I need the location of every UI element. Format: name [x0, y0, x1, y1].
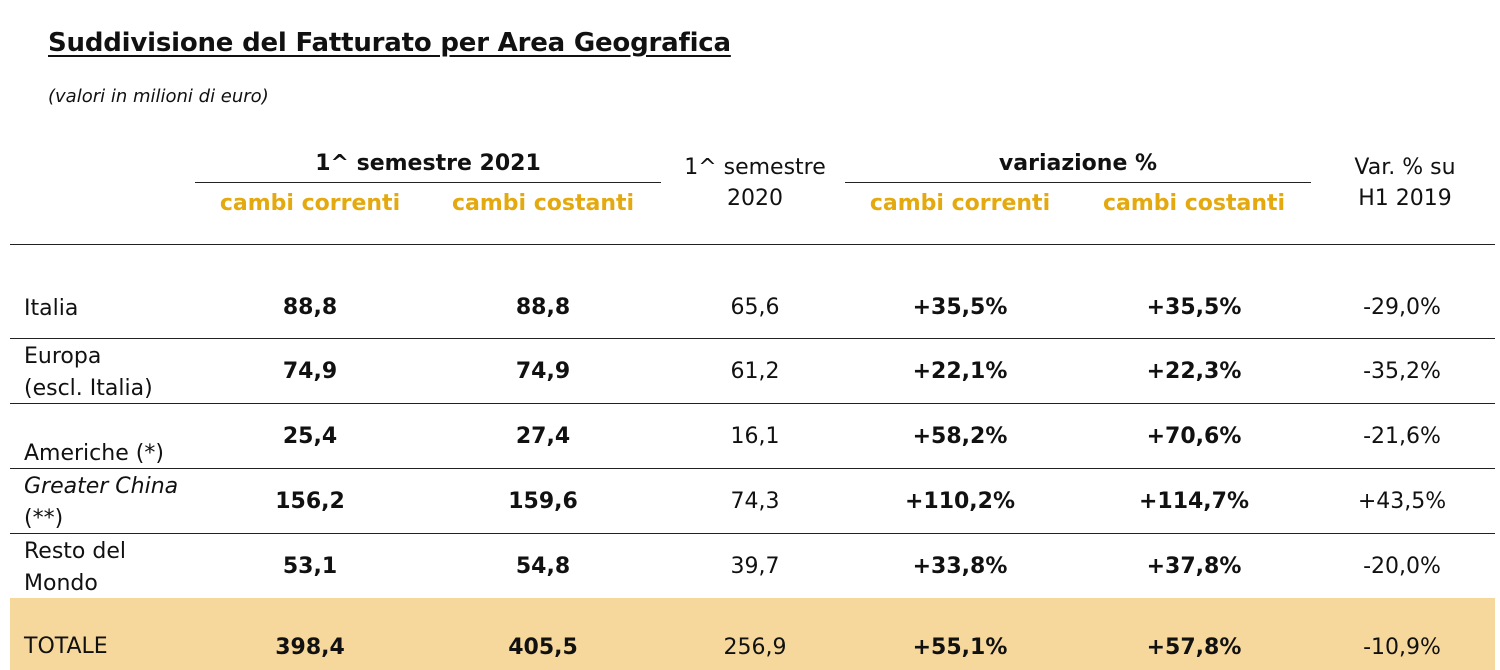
cell-resto-2020: 39,7 [730, 554, 780, 579]
cell-resto-correnti: 53,1 [282, 554, 338, 579]
cell-italia-correnti: 88,8 [282, 295, 338, 320]
cell-resto-h19: -20,0% [1363, 554, 1441, 579]
header-cambi-costanti: cambi costanti [451, 191, 635, 216]
cell-resto-var-costanti: +37,8% [1146, 554, 1242, 579]
cell-totale-var-costanti: +57,8% [1146, 635, 1242, 660]
row-label-italia: Italia [24, 296, 79, 321]
cell-totale-2020: 256,9 [723, 635, 787, 660]
header-bottom-rule [10, 244, 1495, 245]
cell-china-2020: 74,3 [730, 489, 780, 514]
header-2020-line1: 1^ semestre [684, 155, 826, 180]
cell-china-costanti: 159,6 [508, 489, 578, 514]
row-label-greater-china-note: (**) [24, 506, 64, 531]
header-group-2021: 1^ semestre 2021 [315, 151, 541, 176]
cell-china-var-correnti: +110,2% [904, 489, 1016, 514]
row-label-europa: Europa [24, 344, 102, 369]
cell-resto-var-correnti: +33,8% [912, 554, 1008, 579]
cell-totale-h19: -10,9% [1363, 635, 1441, 660]
cell-italia-var-costanti: +35,5% [1146, 295, 1242, 320]
cell-americhe-correnti: 25,4 [282, 424, 338, 449]
header-var-correnti: cambi correnti [869, 191, 1051, 216]
row-separator [10, 533, 1495, 534]
row-separator [10, 403, 1495, 404]
header-cambi-correnti: cambi correnti [219, 191, 401, 216]
cell-europa-var-costanti: +22,3% [1146, 359, 1242, 384]
row-label-resto-sub: Mondo [24, 571, 98, 596]
cell-europa-costanti: 74,9 [515, 359, 571, 384]
cell-europa-2020: 61,2 [730, 359, 780, 384]
cell-americhe-2020: 16,1 [730, 424, 780, 449]
cell-resto-costanti: 54,8 [515, 554, 571, 579]
row-label-europa-sub: (escl. Italia) [24, 376, 153, 401]
cell-americhe-h19: -21,6% [1363, 424, 1441, 449]
row-separator [10, 468, 1495, 469]
row-separator [10, 338, 1495, 339]
page-title: Suddivisione del Fatturato per Area Geog… [48, 28, 731, 58]
cell-italia-h19: -29,0% [1363, 295, 1441, 320]
row-label-totale: TOTALE [24, 634, 108, 659]
cell-americhe-var-correnti: +58,2% [912, 424, 1008, 449]
row-label-americhe: Americhe (*) [24, 441, 164, 466]
header-h19-line2: H1 2019 [1358, 186, 1452, 211]
cell-americhe-costanti: 27,4 [515, 424, 571, 449]
cell-china-correnti: 156,2 [275, 489, 345, 514]
cell-italia-2020: 65,6 [730, 295, 780, 320]
cell-totale-costanti: 405,5 [508, 635, 578, 660]
cell-europa-var-correnti: +22,1% [912, 359, 1008, 384]
header-rule-2021 [195, 182, 661, 183]
cell-europa-h19: -35,2% [1363, 359, 1441, 384]
row-label-resto: Resto del [24, 539, 126, 564]
cell-europa-correnti: 74,9 [282, 359, 338, 384]
header-group-variazione: variazione % [998, 151, 1158, 176]
cell-italia-costanti: 88,8 [515, 295, 571, 320]
cell-china-var-costanti: +114,7% [1138, 489, 1250, 514]
header-var-costanti: cambi costanti [1102, 191, 1286, 216]
cell-totale-correnti: 398,4 [275, 635, 345, 660]
header-h19-line1: Var. % su [1354, 155, 1456, 180]
header-rule-variazione [845, 182, 1311, 183]
cell-italia-var-correnti: +35,5% [912, 295, 1008, 320]
cell-totale-var-correnti: +55,1% [912, 635, 1008, 660]
total-row-band [10, 598, 1495, 670]
header-2020-line2: 2020 [727, 186, 783, 211]
cell-americhe-var-costanti: +70,6% [1146, 424, 1242, 449]
page-subtitle: (valori in milioni di euro) [48, 86, 269, 107]
row-label-greater-china: Greater China [24, 474, 179, 499]
cell-china-h19: +43,5% [1357, 489, 1447, 514]
